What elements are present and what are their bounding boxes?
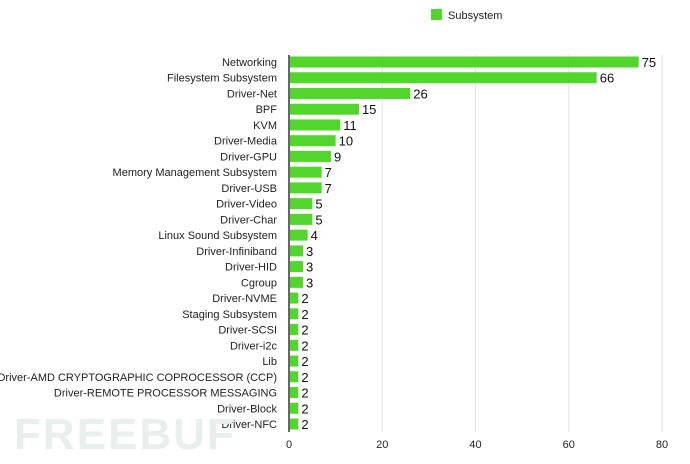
bar bbox=[290, 87, 411, 99]
category-label: Driver-GPU bbox=[220, 151, 277, 163]
data-label: 11 bbox=[343, 118, 357, 133]
category-label: Driver-USB bbox=[221, 183, 277, 195]
category-label: Driver-Video bbox=[216, 199, 277, 211]
bar bbox=[290, 355, 299, 367]
category-label: Linux Sound Subsystem bbox=[158, 230, 277, 242]
data-label: 3 bbox=[306, 244, 313, 259]
bar bbox=[290, 135, 336, 147]
category-label: KVM bbox=[253, 120, 277, 132]
category-label: Driver-Char bbox=[220, 214, 277, 226]
category-label: Memory Management Subsystem bbox=[113, 167, 277, 179]
data-label: 26 bbox=[413, 86, 427, 101]
data-label: 75 bbox=[642, 55, 656, 70]
bar bbox=[290, 276, 303, 288]
data-label: 2 bbox=[301, 354, 308, 369]
data-label: 4 bbox=[311, 228, 318, 243]
data-label: 2 bbox=[301, 370, 308, 385]
category-label: Driver-i2c bbox=[230, 340, 278, 352]
bar bbox=[290, 324, 299, 336]
watermark-logo: FREEBUF bbox=[14, 410, 236, 459]
data-label: 66 bbox=[600, 71, 614, 86]
bar bbox=[290, 198, 313, 210]
data-label: 3 bbox=[306, 260, 313, 275]
legend-swatch bbox=[431, 9, 442, 20]
bar bbox=[290, 387, 299, 399]
bar bbox=[290, 182, 322, 194]
bar bbox=[290, 292, 299, 304]
category-label: Filesystem Subsystem bbox=[167, 73, 277, 85]
category-label: Driver-REMOTE PROCESSOR MESSAGING bbox=[54, 388, 277, 400]
bar bbox=[290, 402, 299, 414]
data-label: 3 bbox=[306, 275, 313, 290]
data-label: 2 bbox=[301, 386, 308, 401]
data-label: 15 bbox=[362, 102, 376, 117]
data-label: 2 bbox=[301, 338, 308, 353]
data-label: 7 bbox=[325, 165, 332, 180]
bar bbox=[290, 418, 299, 430]
bar bbox=[290, 119, 341, 131]
data-label: 5 bbox=[315, 197, 322, 212]
category-label: Cgroup bbox=[241, 277, 277, 289]
category-label: Driver-SCSI bbox=[218, 325, 277, 337]
x-tick-label: 60 bbox=[563, 439, 575, 451]
category-label: Driver-AMD CRYPTOGRAPHIC COPROCESSOR (CC… bbox=[0, 372, 277, 384]
category-label: Staging Subsystem bbox=[182, 309, 277, 321]
x-tick-label: 80 bbox=[656, 439, 668, 451]
category-label: Driver-NVME bbox=[212, 293, 277, 305]
x-tick-label: 0 bbox=[286, 439, 292, 451]
data-label: 2 bbox=[301, 323, 308, 338]
data-label: 10 bbox=[339, 134, 353, 149]
bar bbox=[290, 229, 308, 241]
data-label: 2 bbox=[301, 401, 308, 416]
data-label: 2 bbox=[301, 291, 308, 306]
bar bbox=[290, 261, 303, 273]
category-label: Lib bbox=[262, 356, 277, 368]
category-label: Driver-NFC bbox=[221, 419, 277, 431]
bar bbox=[290, 339, 299, 351]
category-label: Driver-Block bbox=[217, 403, 277, 415]
data-label: 2 bbox=[301, 417, 308, 432]
x-tick-label: 40 bbox=[469, 439, 481, 451]
category-label: BPF bbox=[256, 104, 278, 116]
bar bbox=[290, 245, 303, 257]
category-label: Driver-Infiniband bbox=[196, 246, 277, 258]
bar bbox=[290, 72, 597, 84]
data-label: 7 bbox=[325, 181, 332, 196]
category-label: Driver-Media bbox=[214, 136, 278, 148]
data-label: 5 bbox=[315, 212, 322, 227]
x-tick-label: 20 bbox=[376, 439, 388, 451]
data-label: 2 bbox=[301, 307, 308, 322]
category-label: Driver-HID bbox=[225, 262, 277, 274]
bar bbox=[290, 103, 359, 115]
bar bbox=[290, 56, 639, 68]
bar bbox=[290, 308, 299, 320]
bar bbox=[290, 213, 313, 225]
bar bbox=[290, 166, 322, 178]
bar bbox=[290, 371, 299, 383]
category-label: Networking bbox=[222, 57, 277, 69]
bar bbox=[290, 150, 331, 162]
category-label: Driver-Net bbox=[227, 88, 277, 100]
legend-label: Subsystem bbox=[448, 10, 502, 22]
data-label: 9 bbox=[334, 149, 341, 164]
